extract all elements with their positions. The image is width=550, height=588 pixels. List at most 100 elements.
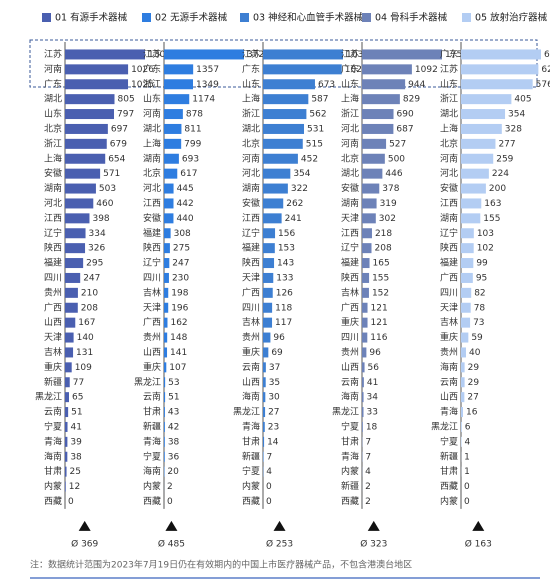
value-label: 6 xyxy=(465,422,471,432)
bar xyxy=(362,138,387,149)
value-label: 96 xyxy=(369,348,381,358)
bar xyxy=(461,153,494,164)
value-label: 27 xyxy=(467,393,478,403)
category-label: 江苏 xyxy=(242,48,260,60)
value-label: 12 xyxy=(69,482,80,492)
legend-swatch xyxy=(240,13,249,22)
bar xyxy=(362,79,406,90)
category-label: 广西 xyxy=(143,316,161,328)
median-label: Ø 485 xyxy=(158,538,185,549)
value-label: 500 xyxy=(388,154,405,164)
value-label: 571 xyxy=(103,169,120,179)
category-label: 青海 xyxy=(242,420,260,432)
legend-label: 01 有源手术器械 xyxy=(55,12,128,24)
bar xyxy=(461,407,463,418)
category-label: 山东 xyxy=(44,108,62,120)
value-label: 230 xyxy=(172,273,189,283)
legend-label: 03 神经和心血管手术器械 xyxy=(253,12,364,24)
bar xyxy=(263,362,266,373)
bar xyxy=(164,421,165,432)
value-label: 2 xyxy=(167,482,173,492)
value-label: 328 xyxy=(505,124,522,134)
legend-swatch xyxy=(362,13,371,22)
bar xyxy=(65,287,78,298)
bar xyxy=(164,317,168,328)
category-label: 广西 xyxy=(242,286,260,298)
legend-swatch xyxy=(42,13,51,22)
value-label: 527 xyxy=(389,139,406,149)
value-label: 43 xyxy=(168,408,179,418)
category-label: 西藏 xyxy=(143,495,161,507)
category-label: 安徽 xyxy=(143,212,161,224)
category-label: 上海 xyxy=(44,152,62,164)
bar xyxy=(164,138,182,149)
bar xyxy=(263,138,303,149)
bar xyxy=(65,138,107,149)
value-label: 117 xyxy=(275,318,292,328)
category-label: 新疆 xyxy=(242,450,260,462)
category-label: 上海 xyxy=(242,93,260,105)
value-label: 27 xyxy=(268,408,279,418)
value-label: 131 xyxy=(76,348,93,358)
category-label: 新疆 xyxy=(341,480,359,492)
value-label: 295 xyxy=(86,259,103,269)
bar xyxy=(461,49,541,60)
category-label: 云南 xyxy=(341,376,359,388)
value-label: 42 xyxy=(168,422,179,432)
category-label: 内蒙 xyxy=(242,480,260,492)
value-label: 378 xyxy=(382,184,399,194)
value-label: 103 xyxy=(477,229,494,239)
value-label: 0 xyxy=(266,497,272,507)
category-label: 天津 xyxy=(44,332,62,343)
bar xyxy=(362,153,385,164)
value-label: 503 xyxy=(99,184,116,194)
bar xyxy=(164,392,166,403)
value-label: 198 xyxy=(171,288,188,298)
category-label: 吉林 xyxy=(242,316,260,328)
value-label: 0 xyxy=(167,497,173,507)
category-label: 吉林 xyxy=(341,286,359,298)
bar xyxy=(164,451,165,462)
value-label: 247 xyxy=(172,259,189,269)
value-label: 0 xyxy=(464,482,470,492)
value-label: 7 xyxy=(365,452,371,462)
value-label: 308 xyxy=(174,229,191,239)
value-label: 515 xyxy=(306,139,323,149)
value-label: 1301 xyxy=(148,50,171,60)
footnote: 注：数据统计范围为2023年7月19日仍在有效期内的中国上市医疗器械产品，不包含… xyxy=(30,559,412,571)
bar xyxy=(263,332,271,343)
bar xyxy=(362,228,372,239)
category-label: 云南 xyxy=(44,406,62,418)
category-label: 浙江 xyxy=(242,108,260,120)
bar xyxy=(263,302,273,313)
value-label: 155 xyxy=(483,214,500,224)
value-label: 102 xyxy=(477,244,494,254)
category-label: 广东 xyxy=(440,48,458,60)
value-label: 51 xyxy=(168,393,179,403)
category-label: 山西 xyxy=(242,377,260,388)
bar xyxy=(164,436,165,447)
category-label: 甘肃 xyxy=(143,406,161,418)
category-label: 甘肃 xyxy=(44,465,62,477)
bar xyxy=(461,377,465,388)
category-label: 河南 xyxy=(440,152,458,164)
value-label: 322 xyxy=(291,184,308,194)
value-label: 562 xyxy=(309,110,326,120)
category-label: 内蒙 xyxy=(440,495,458,507)
bar xyxy=(461,347,466,358)
value-label: 73 xyxy=(473,318,484,328)
value-label: 319 xyxy=(380,199,397,209)
bar xyxy=(65,243,86,254)
category-label: 内蒙 xyxy=(341,465,359,477)
bar xyxy=(65,213,90,224)
category-label: 辽宁 xyxy=(44,227,62,239)
category-label: 贵州 xyxy=(341,346,359,358)
category-label: 辽宁 xyxy=(440,227,458,239)
bar xyxy=(65,94,115,105)
value-label: 811 xyxy=(184,124,201,134)
bar xyxy=(263,183,288,194)
bar xyxy=(362,272,370,283)
bar xyxy=(461,421,462,432)
value-label: 944 xyxy=(408,80,425,90)
category-label: 浙江 xyxy=(143,78,161,90)
